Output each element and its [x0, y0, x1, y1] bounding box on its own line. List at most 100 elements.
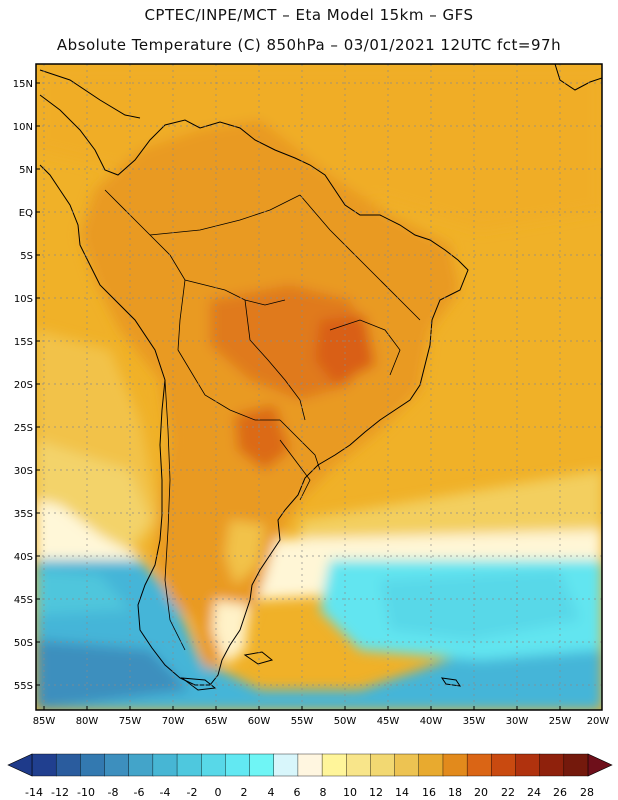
central-america-coast	[39, 69, 141, 119]
colorbar-label: 10	[343, 786, 357, 799]
temperature-field	[36, 64, 602, 710]
lon-label: 40W	[420, 716, 443, 727]
colorbar-swatch	[104, 753, 130, 777]
colorbar-swatch	[176, 753, 202, 777]
colorbar-swatch	[346, 753, 371, 777]
graticule	[36, 64, 602, 710]
lon-label: 75W	[119, 716, 142, 727]
colorbar-swatch	[55, 753, 81, 777]
field-minas-hotspot	[315, 315, 375, 385]
colorbar-swatch	[539, 753, 565, 777]
field-southeast-pacific-cold	[36, 570, 130, 615]
colorbar-label: -8	[108, 786, 119, 799]
colorbar-label: 0	[215, 786, 222, 799]
colorbar-high-arrow	[587, 753, 613, 777]
lat-label: 25S	[14, 423, 33, 434]
lon-label: 50W	[334, 716, 357, 727]
lat-label: 15N	[13, 79, 33, 90]
border-venezuela-brazil	[149, 194, 301, 236]
border-brazil-states-north	[299, 194, 421, 321]
colorbar-label: -12	[51, 786, 69, 799]
colorbar-swatch	[563, 753, 589, 777]
colorbar-swatch	[418, 753, 444, 777]
colorbar-swatch	[370, 753, 396, 777]
field-southern-ocean	[36, 560, 602, 710]
colorbar-swatch	[394, 753, 420, 777]
lon-label: 80W	[76, 716, 99, 727]
chart-title-line-1: CPTEC/INPE/MCT – Eta Model 15km – GFS	[144, 6, 474, 24]
field-patagonia-pale	[212, 600, 250, 665]
south-georgia	[440, 677, 462, 687]
border-paraguay-brazil	[279, 419, 321, 471]
border-chile-argentina	[164, 379, 186, 651]
colorbar-swatch	[128, 753, 154, 777]
colorbar-swatch	[80, 753, 106, 777]
field-drake-cold	[36, 640, 190, 710]
longitude-labels: 85W 80W 75W 70W 65W 60W 55W 50W 45W 40W …	[33, 716, 610, 727]
border-colombia-peru	[104, 189, 286, 306]
colorbar-low-arrow	[7, 753, 33, 777]
colorbar-label: 14	[395, 786, 409, 799]
temperature-map: 15N 10N 5N EQ 5S 10S 15S 20S 25S 30S 35S…	[13, 63, 610, 727]
colorbar-label: 2	[241, 786, 248, 799]
country-borders	[104, 189, 421, 651]
field-paraguay-hotspot	[235, 405, 290, 470]
axis-ticks	[36, 82, 561, 710]
colorbar-swatch	[31, 753, 57, 777]
lat-label: 40S	[14, 552, 33, 563]
lon-label: 25W	[549, 716, 572, 727]
map-frame	[35, 63, 603, 711]
field-tropical-atlantic	[36, 64, 602, 230]
colorbar-label: 6	[294, 786, 301, 799]
colorbar-label: 26	[553, 786, 567, 799]
colorbar-swatch	[491, 753, 516, 777]
caribbean-islands	[554, 64, 602, 91]
lon-label: 60W	[248, 716, 271, 727]
colorbar-swatches	[31, 753, 589, 777]
chart-title-line-2: Absolute Temperature (C) 850hPa – 03/01/…	[56, 36, 562, 54]
lon-label: 55W	[291, 716, 314, 727]
colorbar-label: 12	[369, 786, 383, 799]
lat-label: 35S	[14, 509, 33, 520]
lat-label: 5N	[19, 165, 33, 176]
colorbar-label: -14	[25, 786, 43, 799]
colorbar-swatch	[225, 753, 251, 777]
latitude-labels: 15N 10N 5N EQ 5S 10S 15S 20S 25S 30S 35S…	[13, 79, 33, 692]
colorbar-labels: -14 -12 -10 -8 -6 -4 -2 0 2 4 6 8 10 12 …	[25, 786, 594, 799]
lat-label: 30S	[14, 466, 33, 477]
colorbar-label: 20	[474, 786, 488, 799]
field-pacific-pale	[36, 500, 145, 565]
lat-label: 20S	[14, 380, 33, 391]
colorbar-swatch	[201, 753, 226, 777]
colorbar-label: 4	[268, 786, 275, 799]
colorbar-label: 24	[527, 786, 541, 799]
border-brazil-interior	[244, 299, 306, 421]
colorbar-swatch	[249, 753, 275, 777]
border-bolivia	[177, 279, 280, 421]
lon-label: 35W	[463, 716, 486, 727]
colorbar: -14 -12 -10 -8 -6 -4 -2 0 2 4 6 8 10 12 …	[7, 753, 613, 799]
falkland-islands	[243, 651, 274, 665]
colorbar-label: 28	[580, 786, 594, 799]
lat-label: 5S	[20, 251, 33, 262]
lon-label: 65W	[205, 716, 228, 727]
colorbar-label: -2	[187, 786, 198, 799]
lat-label: 10N	[13, 122, 33, 133]
border-uruguay	[279, 439, 311, 501]
lat-label: 45S	[14, 595, 33, 606]
field-continent-warm	[80, 120, 460, 670]
colorbar-label: -6	[134, 786, 145, 799]
lon-label: 30W	[506, 716, 529, 727]
lon-label: 70W	[162, 716, 185, 727]
colorbar-swatch	[273, 753, 299, 777]
lat-label: EQ	[19, 208, 33, 219]
colorbar-label: 22	[501, 786, 515, 799]
colorbar-swatch	[442, 753, 468, 777]
colorbar-label: 8	[320, 786, 327, 799]
colorbar-label: 16	[422, 786, 436, 799]
lat-label: 10S	[14, 294, 33, 305]
colorbar-label: -4	[160, 786, 171, 799]
lon-label: 45W	[377, 716, 400, 727]
lon-label: 20W	[587, 716, 610, 727]
colorbar-label: 18	[448, 786, 462, 799]
